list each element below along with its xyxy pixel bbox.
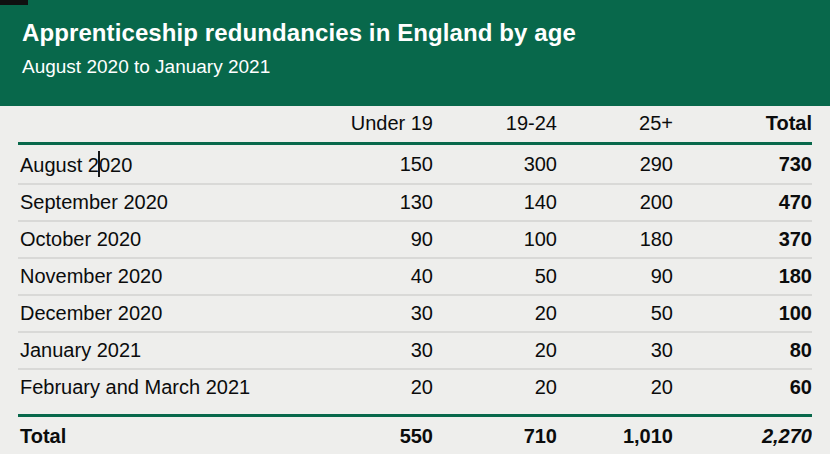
cell-19-24: 300: [433, 144, 557, 185]
page-subtitle: August 2020 to January 2021: [22, 56, 806, 79]
redundancies-table: Under 19 19-24 25+ Total August 2020 150…: [18, 106, 812, 454]
total-19-24: 710: [433, 416, 557, 454]
cell-under-19: 30: [308, 295, 433, 332]
column-header-25-plus: 25+: [557, 106, 673, 144]
cell-under-19: 90: [308, 221, 433, 258]
cell-19-24: 20: [433, 332, 557, 369]
table-row-february-march-2021: February and March 2021 20 20 20 60: [18, 369, 812, 416]
cell-row-total: 100: [673, 295, 812, 332]
row-label-text: 020: [99, 154, 132, 176]
cell-row-total: 470: [673, 184, 812, 221]
cell-19-24: 140: [433, 184, 557, 221]
table-row-october-2020: October 2020 90 100 180 370: [18, 221, 812, 258]
column-header-19-24: 19-24: [433, 106, 557, 144]
cell-25-plus: 90: [557, 258, 673, 295]
cell-19-24: 50: [433, 258, 557, 295]
row-label: December 2020: [18, 295, 308, 332]
row-label-editable-cell[interactable]: August 2020: [18, 144, 308, 185]
cell-25-plus: 180: [557, 221, 673, 258]
cell-under-19: 40: [308, 258, 433, 295]
cell-row-total: 80: [673, 332, 812, 369]
cell-25-plus: 290: [557, 144, 673, 185]
cell-25-plus: 50: [557, 295, 673, 332]
column-header-empty: [18, 106, 308, 144]
table-row-september-2020: September 2020 130 140 200 470: [18, 184, 812, 221]
cell-under-19: 30: [308, 332, 433, 369]
column-header-row: Under 19 19-24 25+ Total: [18, 106, 812, 144]
row-label: February and March 2021: [18, 369, 308, 416]
cell-25-plus: 200: [557, 184, 673, 221]
column-header-total: Total: [673, 106, 812, 144]
table-row-december-2020: December 2020 30 20 50 100: [18, 295, 812, 332]
row-label: September 2020: [18, 184, 308, 221]
table-row-august-2020: August 2020 150 300 290 730: [18, 144, 812, 185]
table-total-row: Total 550 710 1,010 2,270: [18, 416, 812, 454]
row-label: October 2020: [18, 221, 308, 258]
cell-under-19: 20: [308, 369, 433, 416]
cell-under-19: 130: [308, 184, 433, 221]
total-row-label: Total: [18, 416, 308, 454]
cell-row-total: 180: [673, 258, 812, 295]
row-label: January 2021: [18, 332, 308, 369]
cell-25-plus: 20: [557, 369, 673, 416]
cell-row-total: 730: [673, 144, 812, 185]
grand-total: 2,270: [673, 416, 812, 454]
title-banner: Apprenticeship redundancies in England b…: [0, 0, 830, 106]
total-25-plus: 1,010: [557, 416, 673, 454]
row-label-text: August 2: [20, 154, 99, 176]
row-label: November 2020: [18, 258, 308, 295]
cell-row-total: 370: [673, 221, 812, 258]
cell-19-24: 100: [433, 221, 557, 258]
cell-19-24: 20: [433, 369, 557, 416]
cell-under-19: 150: [308, 144, 433, 185]
cell-25-plus: 30: [557, 332, 673, 369]
screenshot-corner-artifact: [0, 0, 28, 5]
page-title: Apprenticeship redundancies in England b…: [22, 19, 806, 48]
cell-row-total: 60: [673, 369, 812, 416]
cell-19-24: 20: [433, 295, 557, 332]
column-header-under-19: Under 19: [308, 106, 433, 144]
table-row-november-2020: November 2020 40 50 90 180: [18, 258, 812, 295]
table-row-january-2021: January 2021 30 20 30 80: [18, 332, 812, 369]
total-under-19: 550: [308, 416, 433, 454]
